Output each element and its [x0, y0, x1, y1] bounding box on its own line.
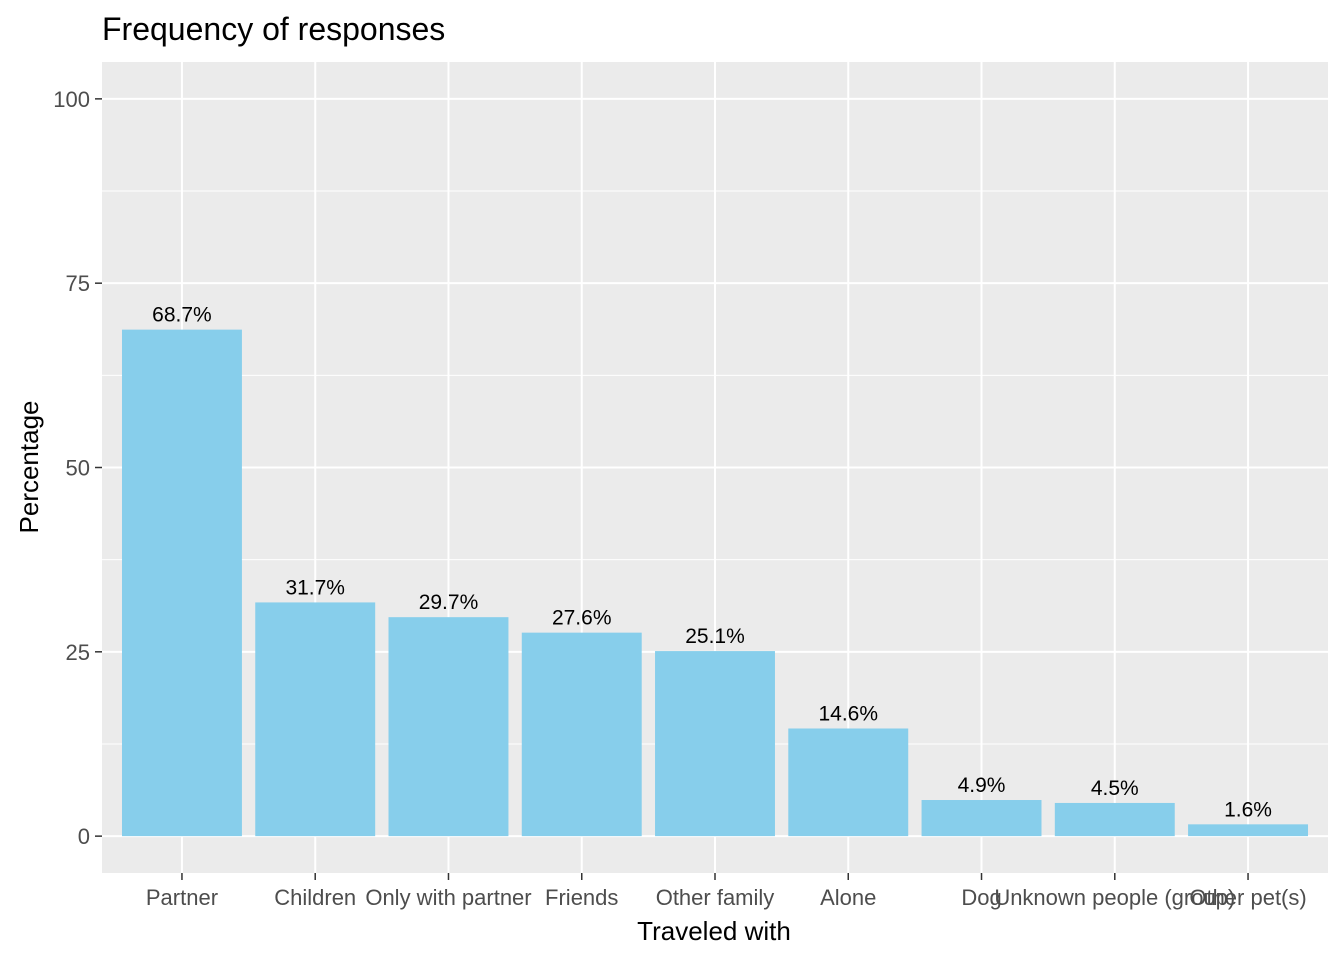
bar	[521, 632, 642, 837]
y-tick-label: 75	[66, 271, 90, 296]
data-label: 29.7%	[419, 591, 479, 614]
data-label: 25.1%	[685, 625, 745, 648]
data-label: 14.6%	[818, 702, 878, 725]
bar	[1054, 802, 1175, 837]
y-axis: 0 25 50 75 100	[53, 87, 102, 849]
y-tick-label: 0	[78, 824, 90, 849]
data-label: 4.5%	[1091, 777, 1139, 800]
x-tick-label: Friends	[545, 885, 618, 910]
x-tick-label: Partner	[146, 885, 218, 910]
data-label: 27.6%	[552, 607, 612, 630]
bar	[1188, 824, 1309, 837]
x-axis: Partner Children Only with partner Friends O…	[146, 873, 1307, 910]
data-label: 4.9%	[958, 774, 1006, 797]
x-tick-label: Unknown people (group)	[994, 885, 1235, 910]
data-label: 1.6%	[1224, 798, 1272, 821]
data-label: 31.7%	[285, 576, 345, 599]
x-tick-label: Only with partner	[365, 885, 531, 910]
bars	[121, 329, 1309, 837]
x-tick-label: Children	[274, 885, 356, 910]
x-tick-label: Other family	[656, 885, 775, 910]
bar	[655, 651, 775, 837]
x-tick-label: Alone	[820, 885, 876, 910]
bar	[921, 800, 1042, 837]
chart-title: Frequency of responses	[102, 11, 445, 47]
x-tick-label: Dog	[961, 885, 1001, 910]
y-tick-label: 100	[53, 87, 90, 112]
bar	[788, 728, 909, 837]
x-axis-title: Traveled with	[637, 916, 791, 946]
data-label: 68.7%	[152, 304, 212, 327]
y-tick-label: 50	[66, 456, 90, 481]
x-tick-label: Other pet(s)	[1189, 885, 1306, 910]
bar	[388, 617, 509, 837]
bar	[255, 602, 376, 837]
bar	[121, 329, 242, 837]
data-labels: 68.7% 31.7% 29.7% 27.6% 25.1% 14.6% 4.9% 4.5% 1.…	[152, 304, 1272, 822]
y-axis-title: Percentage	[14, 401, 44, 534]
y-tick-label: 25	[66, 640, 90, 665]
